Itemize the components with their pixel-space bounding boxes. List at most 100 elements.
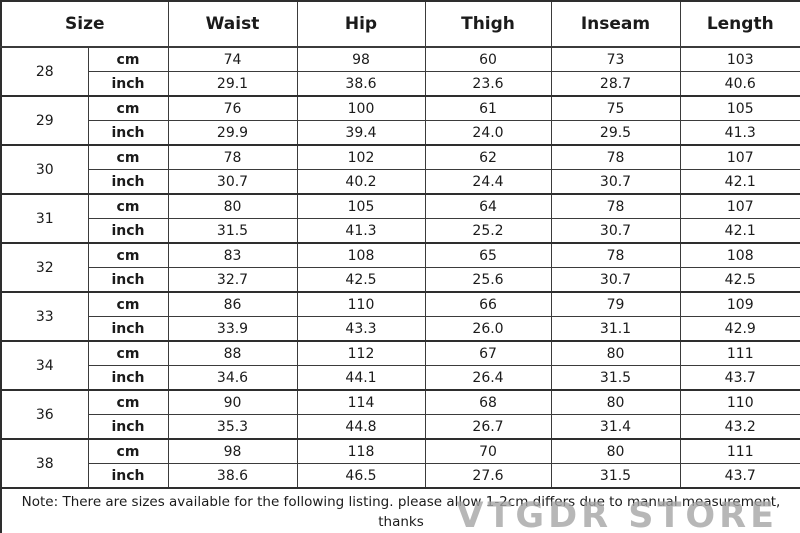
measurement-value: 78 [550,144,681,170]
measurement-value: 40.2 [296,169,426,195]
measurement-value: 110 [679,389,800,415]
measurement-value: 111 [679,438,800,464]
table-row: inch 29.1 38.6 23.6 28.7 40.6 [1,71,800,97]
header-row: Size Waist Hip Thigh Inseam Length [0,0,800,48]
measurement-value: 25.6 [424,267,552,293]
measurement-value: 29.5 [550,120,681,146]
measurement-value: 98 [167,438,298,464]
measurement-value: 35.3 [167,414,298,440]
size-value: 31 [0,193,89,244]
measurement-value: 74 [167,46,298,72]
measurement-value: 42.5 [296,267,426,293]
measurement-value: 42.5 [679,267,800,293]
measurement-value: 112 [296,340,426,366]
measurement-value: 31.4 [550,414,681,440]
size-value: 29 [0,95,89,146]
measurement-value: 26.7 [424,414,552,440]
measurement-value: 78 [550,242,681,268]
measurement-value: 80 [550,438,681,464]
measurement-value: 46.5 [296,463,426,489]
table-row: inch 33.9 43.3 26.0 31.1 42.9 [1,316,800,342]
measurement-value: 78 [167,144,298,170]
size-value: 33 [0,291,89,342]
measurement-value: 38.6 [296,71,426,97]
measurement-value: 26.4 [424,365,552,391]
measurement-value: 98 [296,46,426,72]
note-text-line2: thanks [378,514,424,530]
table-row: 33 cm 86 110 66 79 109 [0,291,800,342]
unit-label: inch [87,267,169,293]
unit-label: inch [87,316,169,342]
measurement-value: 67 [424,340,552,366]
note-cell: Note: There are sizes available for the … [0,487,800,533]
measurement-value: 41.3 [296,218,426,244]
measurement-value: 31.5 [550,365,681,391]
unit-label: cm [87,389,169,415]
note-text-line1: Note: There are sizes available for the … [21,494,781,510]
measurement-value: 80 [550,389,681,415]
measurement-value: 61 [424,95,552,121]
measurement-value: 33.9 [167,316,298,342]
measurement-value: 60 [424,46,552,72]
measurement-value: 102 [296,144,426,170]
measurement-value: 105 [679,95,800,121]
unit-label: cm [87,193,169,219]
measurement-value: 32.7 [167,267,298,293]
table-row: inch 35.3 44.8 26.7 31.4 43.2 [1,414,800,440]
measurement-value: 83 [167,242,298,268]
table-row: 38 cm 98 118 70 80 111 [0,438,800,489]
measurement-value: 80 [550,340,681,366]
measurement-value: 73 [550,46,681,72]
measurement-value: 76 [167,95,298,121]
measurement-value: 43.7 [679,365,800,391]
measurement-value: 34.6 [167,365,298,391]
header-thigh: Thigh [424,0,552,48]
measurement-value: 68 [424,389,552,415]
measurement-value: 108 [679,242,800,268]
measurement-value: 26.0 [424,316,552,342]
measurement-value: 30.7 [550,267,681,293]
measurement-value: 114 [296,389,426,415]
header-length: Length [679,0,800,48]
unit-label: inch [87,120,169,146]
measurement-value: 111 [679,340,800,366]
table-row: 28 cm 74 98 60 73 103 [0,46,800,97]
table-row: 36 cm 90 114 68 80 110 [0,389,800,440]
measurement-value: 43.7 [679,463,800,489]
unit-label: cm [87,340,169,366]
measurement-value: 30.7 [167,169,298,195]
size-value: 36 [0,389,89,440]
measurement-value: 78 [550,193,681,219]
measurement-value: 29.9 [167,120,298,146]
table-row: 34 cm 88 112 67 80 111 [0,340,800,391]
measurement-value: 66 [424,291,552,317]
unit-label: inch [87,169,169,195]
measurement-value: 23.6 [424,71,552,97]
measurement-value: 118 [296,438,426,464]
measurement-value: 86 [167,291,298,317]
measurement-value: 29.1 [167,71,298,97]
measurement-value: 70 [424,438,552,464]
measurement-value: 108 [296,242,426,268]
unit-label: cm [87,438,169,464]
header-hip: Hip [296,0,426,48]
size-table-body: 28 cm 74 98 60 73 103 inch 29.1 38.6 23.6 28.7 40.6 2… [0,46,800,489]
measurement-value: 44.1 [296,365,426,391]
table-row: inch 38.6 46.5 27.6 31.5 43.7 [1,463,800,489]
measurement-value: 31.1 [550,316,681,342]
measurement-value: 107 [679,193,800,219]
table-row: 29 cm 76 100 61 75 105 [0,95,800,146]
measurement-value: 42.1 [679,169,800,195]
table-row: inch 30.7 40.2 24.4 30.7 42.1 [1,169,800,195]
table-row: 31 cm 80 105 64 78 107 [0,193,800,244]
table-row: inch 32.7 42.5 25.6 30.7 42.5 [1,267,800,293]
measurement-value: 65 [424,242,552,268]
size-value: 32 [0,242,89,293]
measurement-value: 64 [424,193,552,219]
table-row: inch 29.9 39.4 24.0 29.5 41.3 [1,120,800,146]
measurement-value: 27.6 [424,463,552,489]
measurement-value: 24.0 [424,120,552,146]
table-row: inch 31.5 41.3 25.2 30.7 42.1 [1,218,800,244]
